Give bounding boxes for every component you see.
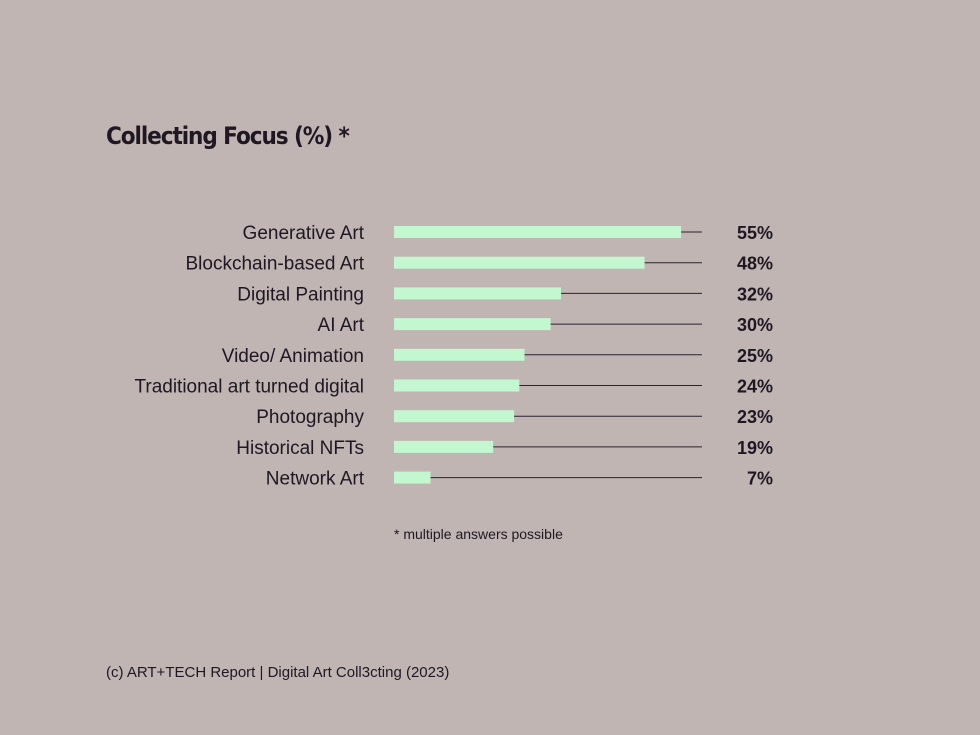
value-label: 23% bbox=[737, 407, 773, 427]
category-label: Digital Painting bbox=[237, 284, 364, 305]
value-label: 25% bbox=[737, 346, 773, 366]
value-label: 32% bbox=[737, 284, 773, 304]
bar bbox=[394, 410, 515, 423]
value-label: 55% bbox=[737, 223, 773, 243]
category-label: AI Art bbox=[318, 315, 365, 336]
bar bbox=[394, 226, 682, 238]
bar bbox=[394, 379, 520, 392]
category-label: Traditional art turned digital bbox=[134, 377, 364, 398]
chart-title: Collecting Focus (%) * bbox=[106, 122, 350, 150]
bar bbox=[394, 471, 431, 484]
category-label: Photography bbox=[256, 407, 364, 428]
value-label: 7% bbox=[747, 469, 773, 489]
value-label: 30% bbox=[737, 315, 773, 335]
value-label: 24% bbox=[737, 377, 773, 397]
bar bbox=[394, 287, 562, 300]
category-label: Blockchain-based Art bbox=[186, 254, 365, 275]
category-label: Video/ Animation bbox=[222, 346, 364, 367]
category-label: Network Art bbox=[266, 469, 365, 490]
value-label: 19% bbox=[737, 438, 773, 458]
bar bbox=[394, 440, 494, 453]
bar bbox=[394, 348, 525, 361]
value-label: 48% bbox=[737, 254, 773, 274]
bar bbox=[394, 318, 551, 331]
source-credit: (c) ART+TECH Report | Digital Art Coll3c… bbox=[106, 664, 450, 681]
category-label: Generative Art bbox=[243, 223, 365, 244]
bar bbox=[394, 256, 645, 269]
footnote: * multiple answers possible bbox=[394, 526, 563, 542]
category-label: Historical NFTs bbox=[236, 438, 364, 459]
